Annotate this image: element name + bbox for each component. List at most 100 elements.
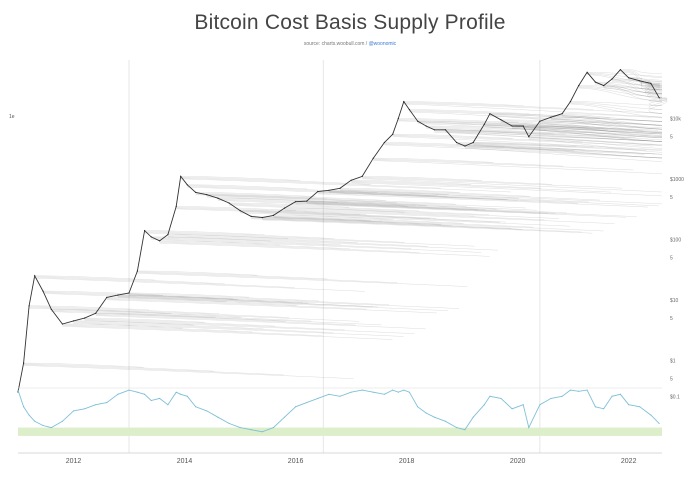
price-point [397,117,399,120]
price-point [603,85,605,87]
cost-basis-line [34,275,155,281]
cost-basis-line [137,271,328,280]
price-point [34,275,36,277]
cost-basis-line [578,86,663,98]
cost-basis-line [384,144,663,159]
price-point [42,290,44,292]
cost-basis-line [473,143,663,155]
cost-basis-line [647,85,663,100]
price-point [84,317,86,319]
cost-basis-line [240,210,361,216]
oscillator-point [578,390,580,392]
price-point [328,189,330,191]
price-point [472,141,474,144]
cost-basis-line [180,176,301,181]
cost-basis-line [42,292,304,304]
cost-basis-line [409,110,600,118]
cost-basis-line [240,211,501,223]
chart-source: source: charts.woobull.com / @woonomic [0,41,700,47]
oscillator-point [306,402,308,404]
source-handle: @woonomic [368,41,397,47]
cost-basis-line [206,195,397,203]
price-point [403,101,405,103]
oscillator-point [611,395,613,397]
cost-basis-line [187,186,448,197]
cost-basis-line [317,192,508,200]
cost-basis-line [284,207,405,213]
cost-basis-line [273,217,604,232]
price-point [539,120,541,122]
cost-basis-line [587,72,663,81]
oscillator-point [425,412,427,414]
price-point [408,109,410,111]
cost-basis-line [306,203,637,217]
oscillator-tick-label: $0.1 [670,394,680,400]
cost-basis-line [251,216,442,225]
cost-basis-line [620,69,663,75]
cost-basis-line [51,310,312,322]
oscillator-point [42,425,44,426]
price-point [594,81,597,83]
price-point [28,305,30,307]
cost-basis-line [137,270,258,276]
cost-basis-line [284,210,615,224]
cost-basis-line [284,208,475,217]
cost-basis-line [512,126,663,135]
chart-title: Bitcoin Cost Basis Supply Profile [194,11,506,34]
cost-basis-line [306,201,497,210]
cost-basis-line [473,142,594,147]
cost-basis-line [137,273,468,287]
price-point [361,175,363,177]
cost-basis-line [176,207,367,215]
oscillator-point [456,427,458,429]
cost-basis-line [578,86,663,94]
price-point [444,129,447,131]
cost-basis-line [403,101,524,107]
left-side-marker: 1e [9,114,15,120]
price-point [136,270,138,272]
price-point [483,123,485,125]
cost-basis-line [117,295,308,304]
cost-basis-line [295,203,626,218]
cost-basis-line [195,192,386,201]
cost-basis-line [240,212,571,227]
cost-basis-line [445,131,663,142]
cost-basis-line [445,129,566,135]
price-point [350,179,352,181]
cost-basis-line [611,80,663,92]
cost-basis-line [228,202,350,208]
oscillator-point [445,420,446,422]
y-tick-label: $1000 [670,177,684,183]
cost-basis-line [117,296,378,308]
cost-basis-line [489,114,663,122]
cost-basis-line [159,241,350,250]
oscillator-point [594,406,596,408]
x-tick-label: 2016 [288,458,304,465]
price-point [522,125,524,127]
cost-basis-line [273,216,534,228]
cost-basis-line [306,200,427,206]
cost-basis-line [384,142,505,147]
cost-basis-line [180,178,511,193]
oscillator-point [372,391,374,393]
oscillator-line [17,389,660,433]
cost-basis-line [195,192,316,197]
cost-basis-line [362,176,553,185]
cost-basis-line [603,85,663,91]
cost-basis-line [295,202,486,210]
oscillator-point [522,404,524,406]
price-point [61,323,64,325]
oscillator-point [206,410,208,412]
cost-basis-line [351,181,612,193]
cost-basis-line [262,219,593,234]
cost-basis-line [464,148,663,162]
oscillator-point [128,389,130,391]
cost-basis-line [484,124,605,129]
cost-basis-line [339,188,461,193]
oscillator-point [383,393,385,395]
cost-basis-line [464,147,663,159]
cost-basis-line [484,124,663,133]
cost-basis-line [128,292,250,298]
y-minor-tick-label: 5 [670,195,673,201]
cost-basis-line [273,215,464,224]
